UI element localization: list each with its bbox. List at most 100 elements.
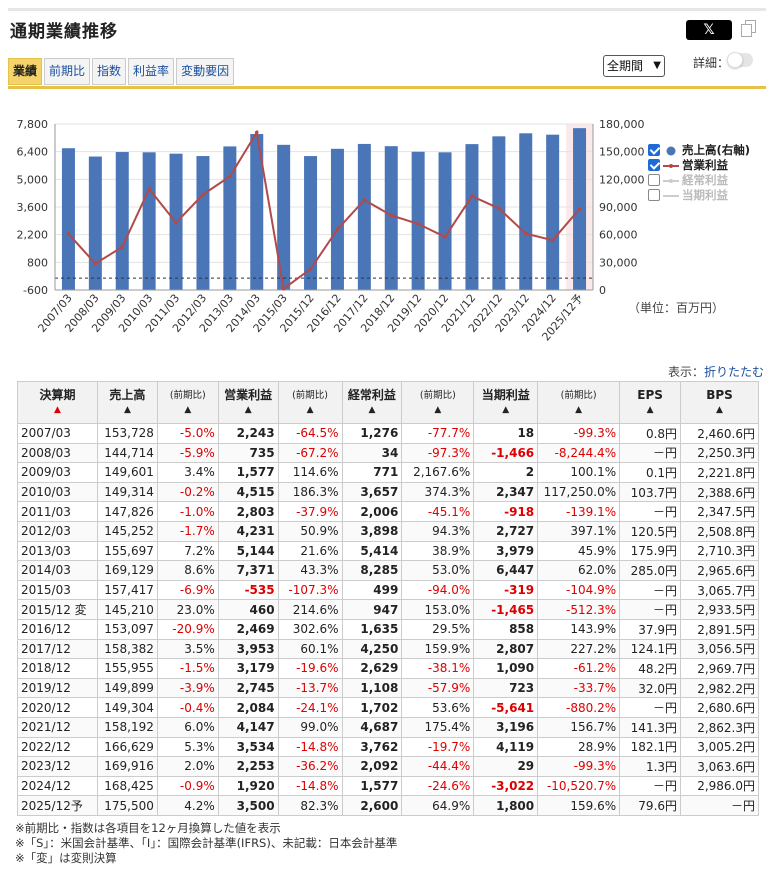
sort-icon[interactable]: ▲ — [123, 404, 131, 415]
table-row: 2022/12 166,629 5.3% 3,534 -14.8% 3,762 -19.7%… — [17, 736, 759, 758]
legend-item-ordinary[interactable]: 経常利益 — [648, 172, 750, 187]
footnote: ※前期比・指数は各項目を12ヶ月換算した値を表示 — [15, 821, 281, 835]
table-cell: 21.6% — [277, 540, 343, 562]
table-cell: 3.5% — [156, 638, 219, 660]
table-cell: 2,460.6円 — [680, 423, 759, 444]
table-cell: -24.1% — [277, 697, 343, 718]
sort-icon[interactable]: ▲ — [244, 404, 252, 415]
point-operating-profit — [389, 213, 394, 218]
top-divider — [8, 8, 766, 11]
table-cell: 2,969.7円 — [680, 658, 759, 679]
checkbox-icon[interactable] — [648, 143, 660, 156]
table-cell: 147,826 — [96, 501, 158, 522]
table-cell: -5.9% — [156, 442, 219, 464]
point-operating-profit — [497, 206, 501, 211]
bar-sales — [519, 133, 533, 290]
legend-item-sales[interactable]: 売上高(右軸) — [648, 142, 750, 157]
tab-yoy[interactable]: 前期比 — [44, 58, 91, 85]
sort-asc-icon[interactable]: ▲ — [54, 404, 61, 415]
table-cell: 2022/12 — [17, 736, 98, 758]
col-header-bps[interactable]: BPS ▲ — [680, 381, 759, 424]
col-header-net-yoy[interactable]: (前期比) ▲ — [537, 381, 621, 424]
sort-icon[interactable]: ▲ — [646, 404, 654, 415]
table-cell: 2015/03 — [17, 579, 98, 601]
sort-icon[interactable]: ▲ — [575, 404, 583, 415]
tab-factors[interactable]: 変動要因 — [176, 58, 235, 85]
col-header-ordinary[interactable]: 経常利益 ▲ — [341, 381, 403, 424]
point-operating-profit — [254, 130, 259, 135]
sort-icon[interactable]: ▲ — [306, 404, 314, 415]
tab-margin[interactable]: 利益率 — [128, 58, 175, 85]
y-left-tick-label: 5,000 — [17, 173, 49, 186]
col-header-operating[interactable]: 営業利益 ▲ — [217, 381, 279, 424]
copy-icon[interactable] — [741, 20, 757, 38]
table-cell: 4,687 — [341, 716, 403, 738]
detail-toggle[interactable] — [727, 52, 753, 68]
table-cell: 858 — [473, 618, 539, 640]
col-header-period[interactable]: 決算期 ▲ — [17, 381, 98, 424]
table-cell: 145,252 — [96, 520, 158, 542]
checkbox-icon[interactable] — [648, 158, 660, 171]
sort-icon[interactable]: ▲ — [716, 404, 723, 415]
y-right-tick-label: 0 — [599, 284, 606, 297]
table-cell: 29 — [473, 756, 539, 777]
table-cell: 175.4% — [401, 716, 475, 738]
sort-icon[interactable]: ▲ — [434, 404, 442, 415]
sort-icon[interactable]: ▲ — [368, 404, 376, 415]
collapse-link[interactable]: 折りたたむ — [703, 365, 764, 379]
table-cell: -8,244.4% — [537, 442, 621, 464]
col-header-sales[interactable]: 売上高 ▲ — [96, 381, 158, 424]
table-cell: 50.9% — [277, 520, 343, 542]
table-cell: 2,891.5円 — [680, 618, 759, 640]
legend-item-operating[interactable]: 営業利益 — [648, 157, 750, 172]
table-cell: 2019/12 — [17, 677, 98, 699]
table-row: 2017/12 158,382 3.5% 3,953 60.1% 4,250 159.9% 2… — [17, 638, 759, 660]
y-right-tick-label: 120,000 — [599, 173, 645, 186]
checkbox-icon[interactable] — [648, 188, 660, 201]
table-cell: 149,899 — [96, 677, 158, 699]
col-header-net[interactable]: 当期利益 ▲ — [473, 381, 539, 424]
col-header-sales-yoy[interactable]: (前期比) ▲ — [156, 381, 219, 424]
col-header-operating-yoy[interactable]: (前期比) ▲ — [277, 381, 343, 424]
table-cell: 2,862.3円 — [680, 716, 759, 738]
table-cell: -319 — [473, 579, 539, 601]
sort-icon[interactable]: ▲ — [184, 404, 192, 415]
table-row: 2024/12 168,425 -0.9% 1,920 -14.8% 1,577 -24.6… — [17, 775, 759, 797]
tab-performance[interactable]: 業績 — [8, 58, 43, 85]
table-cell: 149,314 — [96, 481, 158, 503]
x-share-button[interactable]: 𝕏 — [686, 20, 732, 40]
bar-sales — [61, 148, 75, 290]
table-cell: 2011/03 — [17, 501, 98, 522]
table-cell: 735 — [217, 442, 279, 464]
header-label: BPS — [706, 387, 733, 402]
table-cell: 3,005.2円 — [680, 736, 759, 758]
table-cell: 2,221.8円 — [680, 462, 759, 483]
header-label: 当期利益 — [481, 387, 530, 402]
legend-label: 経常利益 — [682, 172, 728, 187]
bar-sales — [492, 136, 506, 290]
chevron-down-icon: ▼ — [653, 60, 661, 71]
table-cell: 3,762 — [341, 736, 403, 758]
period-select[interactable]: 全期間 ▼ — [603, 55, 665, 77]
table-cell: －円 — [619, 579, 682, 601]
point-operating-profit — [120, 245, 125, 249]
table-cell: -64.5% — [277, 423, 343, 444]
table-cell: 771 — [341, 462, 403, 483]
col-header-ordinary-yoy[interactable]: (前期比) ▲ — [401, 381, 475, 424]
col-header-eps[interactable]: EPS ▲ — [619, 381, 682, 424]
checkbox-icon[interactable] — [648, 173, 660, 186]
table-cell: -14.8% — [277, 736, 343, 758]
tab-index[interactable]: 指数 — [92, 58, 127, 85]
sort-icon[interactable]: ▲ — [502, 404, 510, 415]
legend-item-net[interactable]: 当期利益 — [648, 187, 750, 202]
unit-label: （単位：百万円） — [628, 301, 725, 315]
table-cell: 2023/12 — [17, 756, 98, 777]
table-cell: -139.1% — [537, 501, 621, 522]
table-row: 2015/12 変 145,210 23.0% 460 214.6% 947 153.0% -… — [17, 599, 759, 620]
table-cell: 2007/03 — [17, 423, 98, 444]
y-left-tick-label: -600 — [23, 284, 48, 297]
table-cell: 2,347.5円 — [680, 501, 759, 522]
table-cell: 168,425 — [96, 775, 158, 797]
point-operating-profit — [470, 194, 474, 198]
table-cell: 2,347 — [473, 481, 539, 503]
